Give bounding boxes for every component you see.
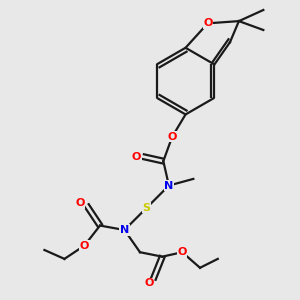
Text: O: O [144, 278, 154, 288]
Text: O: O [203, 18, 212, 28]
Text: O: O [167, 132, 177, 142]
Text: O: O [80, 241, 89, 250]
Text: N: N [120, 225, 129, 235]
Text: O: O [178, 247, 187, 257]
Text: O: O [75, 198, 85, 208]
Text: N: N [164, 181, 173, 190]
Text: O: O [132, 152, 141, 162]
Text: S: S [143, 203, 151, 213]
